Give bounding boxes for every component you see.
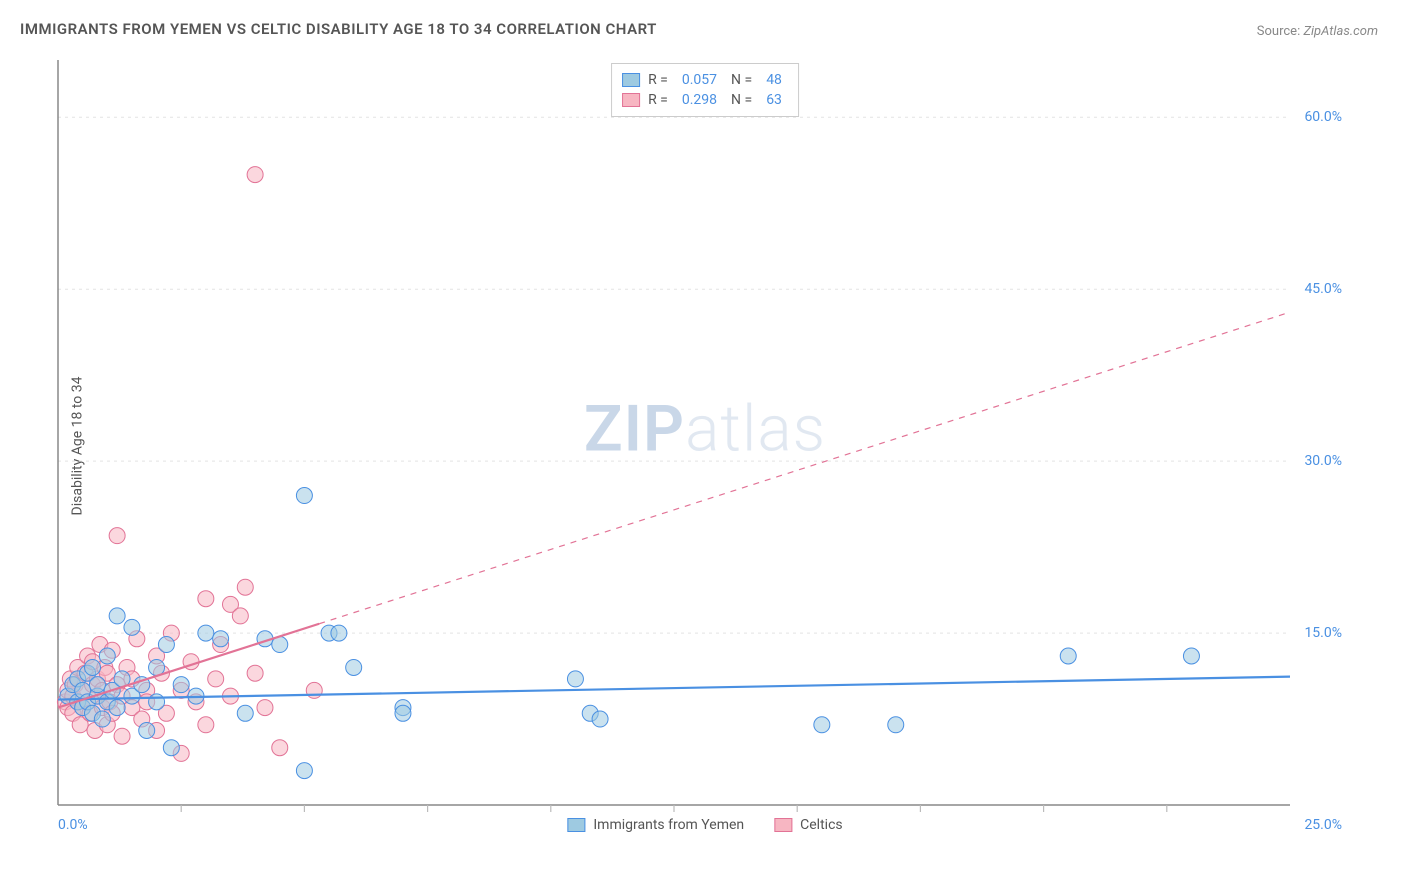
series-legend-item-celtics: Celtics bbox=[774, 817, 842, 833]
r-label: R = bbox=[648, 72, 668, 88]
legend-swatch bbox=[622, 93, 640, 107]
chart-title: IMMIGRANTS FROM YEMEN VS CELTIC DISABILI… bbox=[20, 20, 657, 38]
chart-area: ZIPatlas R =0.057N =48R =0.298N =63 0.0%… bbox=[50, 55, 1360, 835]
source-attribution: Source: ZipAtlas.com bbox=[1257, 24, 1378, 39]
n-label: N = bbox=[731, 92, 752, 108]
r-label: R = bbox=[648, 92, 668, 108]
source-value: ZipAtlas.com bbox=[1303, 24, 1378, 39]
n-value: 48 bbox=[760, 72, 788, 88]
legend-row-celtics: R = 0.298 N = 63 bbox=[622, 90, 788, 110]
correlation-legend: R = 0.057 N = 48 R = 0.298 N = 63 bbox=[611, 63, 799, 117]
series-legend: Immigrants from Yemen Celtics bbox=[567, 817, 842, 833]
r-value: 0.057 bbox=[676, 72, 723, 88]
legend-swatch bbox=[567, 818, 585, 832]
y-tick-label: 45.0% bbox=[1304, 281, 1342, 297]
n-label: N = bbox=[731, 72, 752, 88]
series-name: Immigrants from Yemen bbox=[593, 817, 744, 833]
scatter-plot bbox=[50, 55, 1360, 835]
legend-swatch bbox=[774, 818, 792, 832]
y-tick-label: 60.0% bbox=[1304, 109, 1342, 125]
y-tick-label: 15.0% bbox=[1304, 625, 1342, 641]
x-max-label: 25.0% bbox=[1304, 817, 1342, 833]
series-name: Celtics bbox=[800, 817, 842, 833]
r-value: 0.298 bbox=[676, 92, 723, 108]
x-origin-label: 0.0% bbox=[58, 817, 88, 833]
n-value: 63 bbox=[760, 92, 788, 108]
legend-row-yemen: R = 0.057 N = 48 bbox=[622, 70, 788, 90]
legend-swatch bbox=[622, 73, 640, 87]
series-legend-item-yemen: Immigrants from Yemen bbox=[567, 817, 744, 833]
y-tick-label: 30.0% bbox=[1304, 453, 1342, 469]
source-label: Source: bbox=[1257, 24, 1300, 39]
